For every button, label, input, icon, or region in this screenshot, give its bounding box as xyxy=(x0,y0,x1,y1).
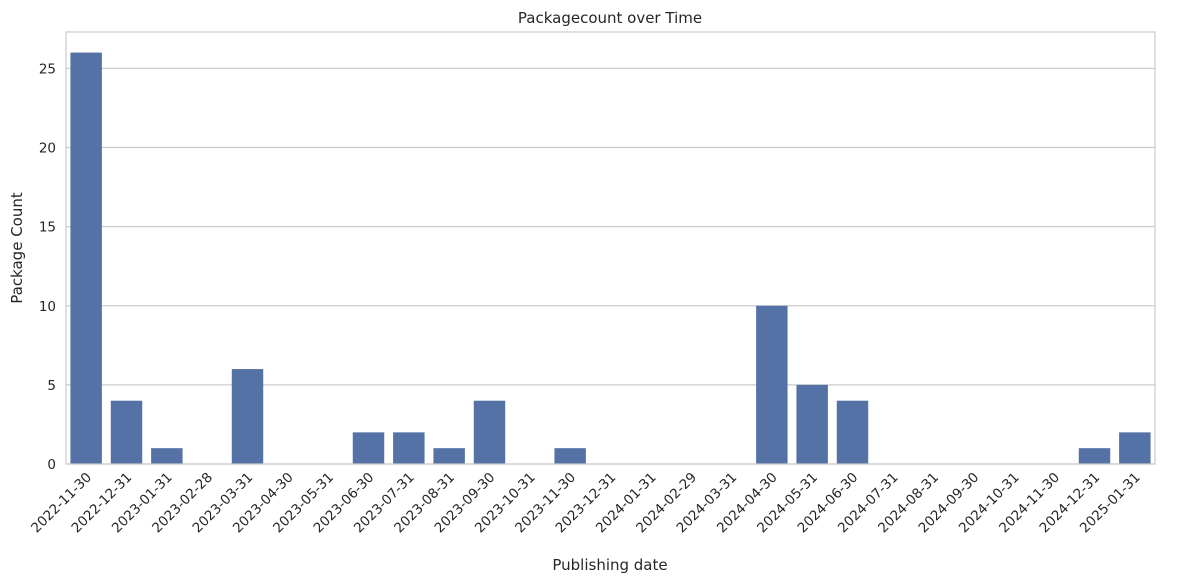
bar xyxy=(836,400,869,464)
bar xyxy=(1078,448,1111,464)
bar xyxy=(231,369,264,464)
y-tick-label: 15 xyxy=(39,220,56,236)
bars xyxy=(70,52,1151,464)
y-grid xyxy=(66,67,1155,465)
bar xyxy=(756,305,788,464)
y-axis-label: Package Count xyxy=(8,192,26,304)
bar xyxy=(70,52,102,464)
bar xyxy=(554,448,586,464)
y-tick-label: 0 xyxy=(47,457,56,473)
bar xyxy=(151,448,183,464)
y-tick-labels: 0 5 10 15 20 25 xyxy=(39,61,56,473)
x-axis-label: Publishing date xyxy=(552,556,667,574)
x-tick-labels: 2022-11-302022-12-312023-01-312023-02-28… xyxy=(28,470,1143,537)
plot-frame xyxy=(65,31,1156,465)
chart-title: Packagecount over Time xyxy=(518,9,702,27)
bar xyxy=(393,432,425,464)
y-tick-label: 25 xyxy=(39,61,56,77)
bar xyxy=(433,448,465,464)
y-tick-label: 20 xyxy=(39,141,56,157)
bar xyxy=(1119,432,1151,464)
bar xyxy=(352,432,385,464)
bar xyxy=(796,384,828,464)
bar xyxy=(110,400,143,464)
y-tick-label: 10 xyxy=(39,299,56,315)
y-tick-label: 5 xyxy=(47,378,56,394)
bar xyxy=(473,400,506,464)
